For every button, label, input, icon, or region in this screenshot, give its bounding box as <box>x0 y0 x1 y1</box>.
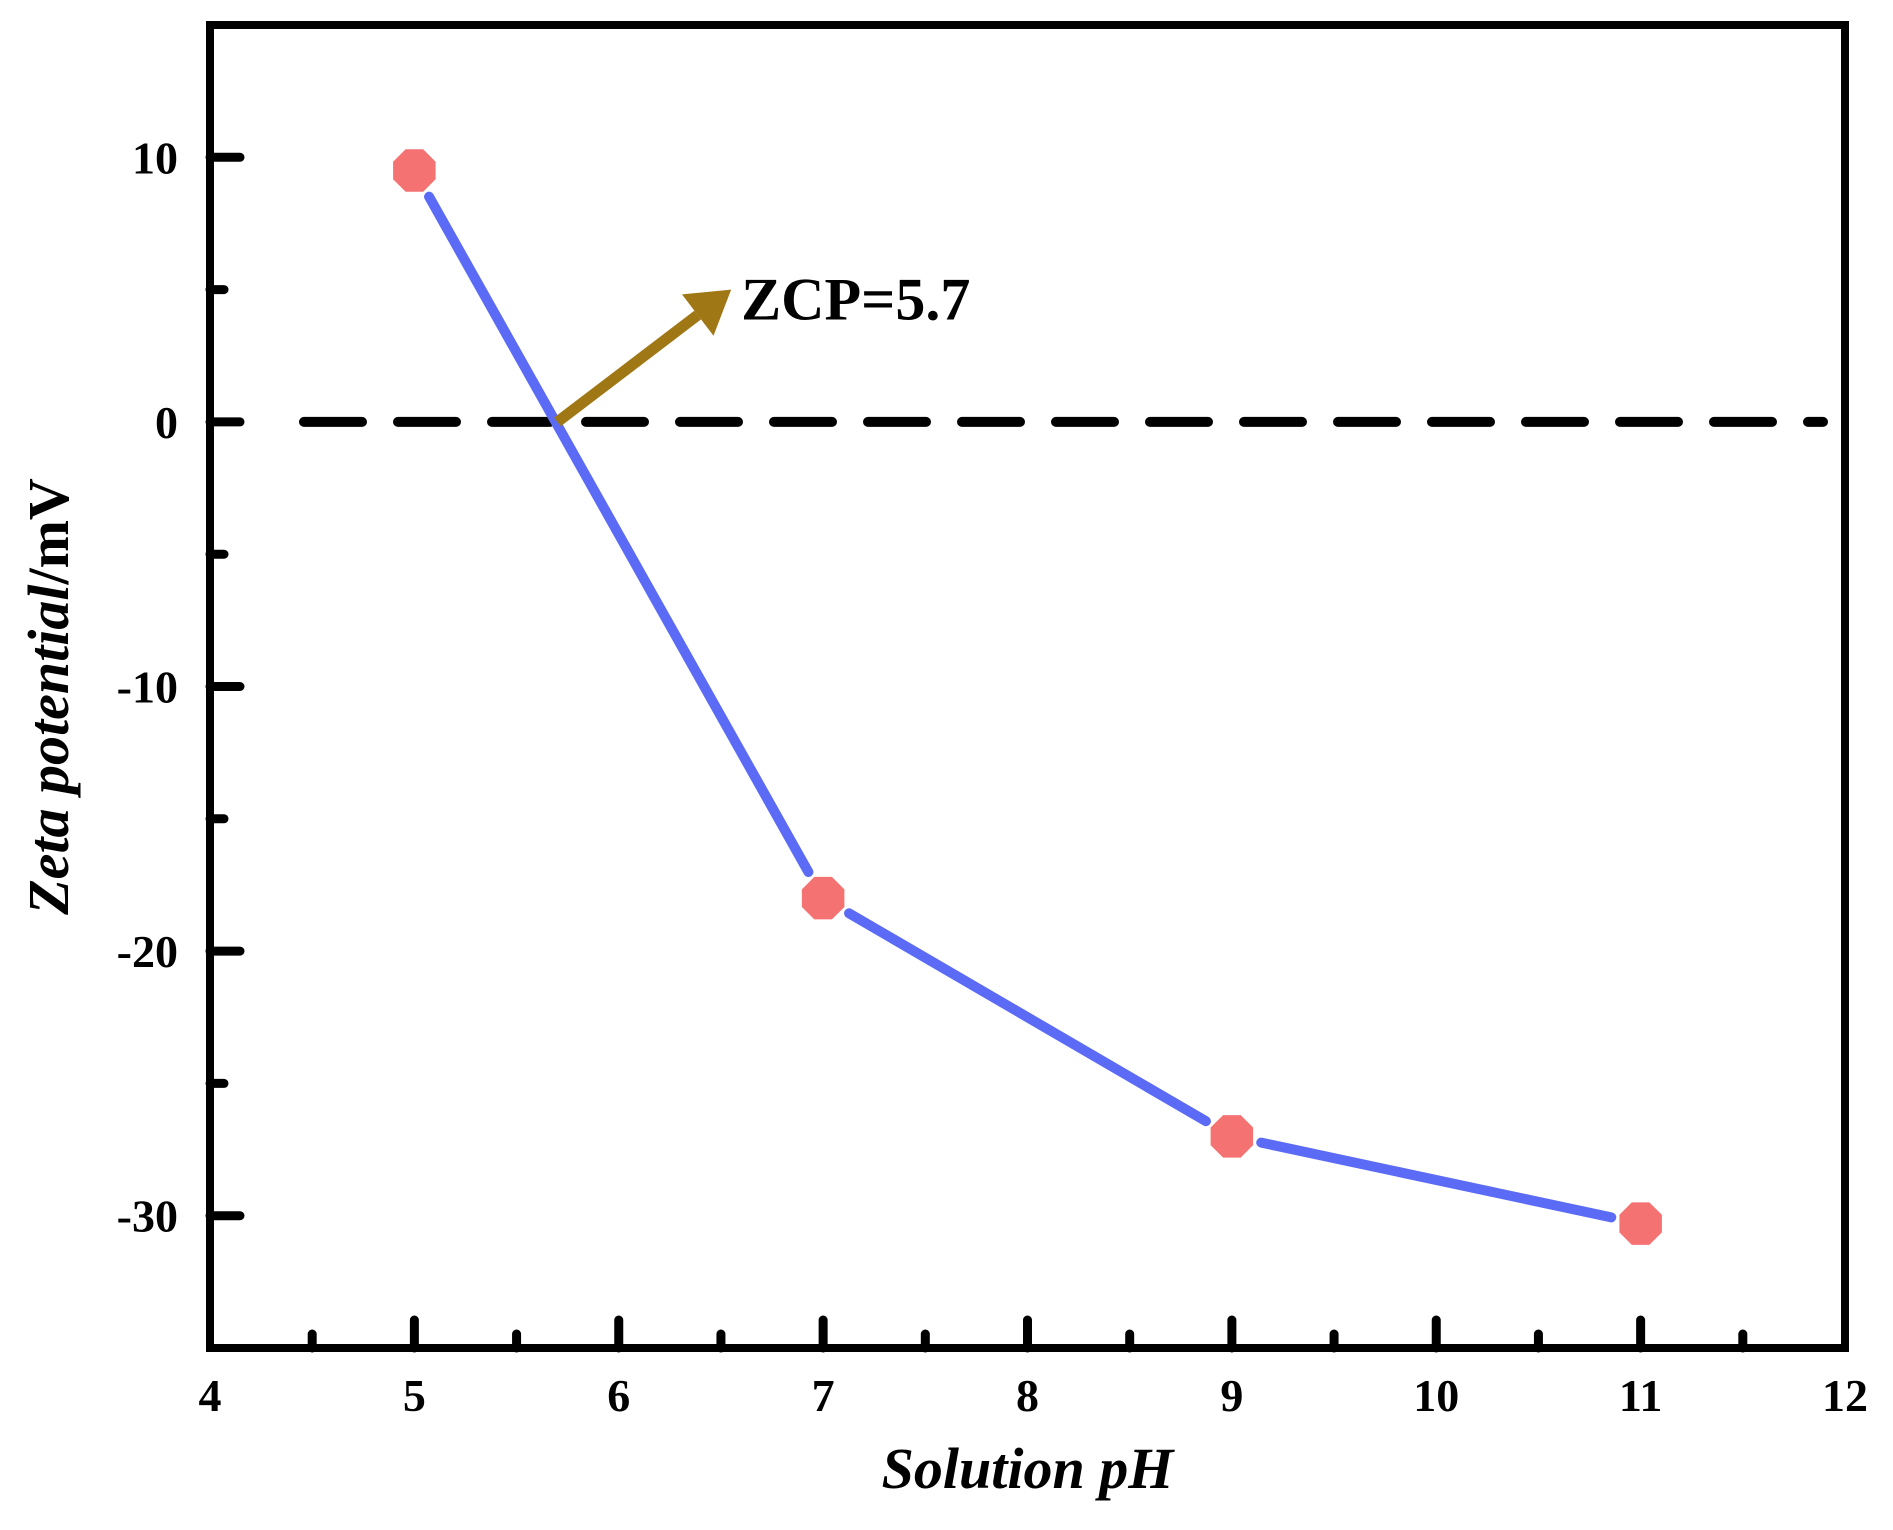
y-tick-label: -20 <box>117 926 178 977</box>
x-tick-label: 12 <box>1822 1370 1868 1421</box>
y-axis-title: Zeta potential/mV <box>16 478 81 916</box>
y-axis-title-main: Zeta potential <box>16 584 81 916</box>
x-tick-label: 5 <box>403 1370 426 1421</box>
annotation-layer: ZCP=5.7 <box>554 267 970 427</box>
data-point <box>393 149 436 192</box>
series-layer <box>393 149 1662 1245</box>
series-line-segment <box>424 191 814 878</box>
series-line-segment <box>844 908 1211 1127</box>
series-line-segment <box>1256 1137 1617 1223</box>
data-point <box>801 876 845 920</box>
plot-frame <box>206 21 1849 1352</box>
y-tick-label: 0 <box>155 397 178 448</box>
x-tick-label: 7 <box>812 1370 835 1421</box>
annotation-arrow-shaft <box>554 310 702 427</box>
x-tick-label: 6 <box>607 1370 630 1421</box>
annotation-label: ZCP=5.7 <box>741 267 970 333</box>
data-point <box>1210 1115 1254 1158</box>
x-tick-label: 8 <box>1016 1370 1039 1421</box>
x-tick-label: 10 <box>1413 1370 1459 1421</box>
y-axis-title-unit: /mV <box>16 478 81 585</box>
x-tick-label: 9 <box>1220 1370 1243 1421</box>
x-axis-title: Solution pH <box>882 1436 1176 1501</box>
ticks-layer <box>205 152 1748 1353</box>
labels-layer: 4 5 6 7 8 9 10 11 12 10 0 -10 -20 -30 Solution pH Zeta … <box>16 132 1868 1501</box>
annotation-arrow-head <box>681 289 732 336</box>
data-point <box>1619 1202 1662 1245</box>
x-tick-label: 11 <box>1619 1370 1662 1421</box>
y-tick-label: -30 <box>117 1191 178 1242</box>
frame-layer <box>206 21 1849 1352</box>
y-tick-label: 10 <box>132 132 178 183</box>
x-tick-label: 4 <box>199 1370 222 1421</box>
y-tick-label: -10 <box>117 662 178 713</box>
